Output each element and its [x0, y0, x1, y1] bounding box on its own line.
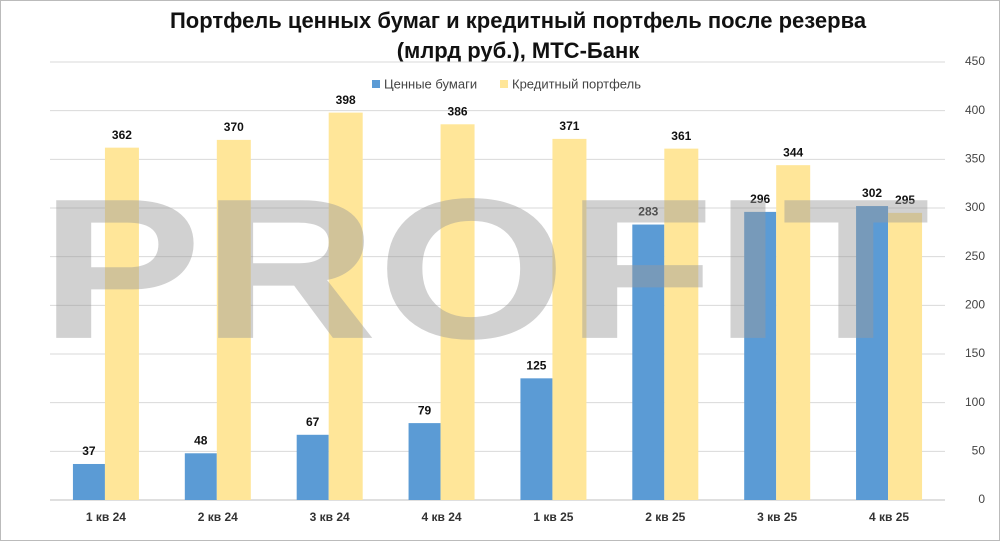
value-label: 283 [638, 205, 658, 219]
x-tick-label: 4 кв 25 [869, 510, 909, 524]
value-label: 37 [82, 444, 96, 458]
value-label: 296 [750, 192, 770, 206]
bar [408, 423, 441, 500]
value-label: 371 [559, 119, 579, 133]
value-label: 386 [448, 104, 468, 118]
legend-label: Ценные бумаги [384, 76, 477, 91]
bar [328, 112, 363, 500]
x-tick-label: 4 кв 24 [422, 510, 462, 524]
bar [776, 165, 811, 500]
chart-title: (млрд руб.), МТС-Банк [397, 38, 640, 63]
y-tick-label: 0 [978, 492, 985, 506]
legend-label: Кредитный портфель [512, 76, 641, 91]
y-tick-label: 400 [965, 103, 985, 117]
bar [664, 148, 699, 501]
value-label: 79 [418, 403, 432, 417]
y-tick-label: 100 [965, 395, 985, 409]
x-tick-label: 3 кв 24 [310, 510, 350, 524]
y-tick-label: 250 [965, 249, 985, 263]
x-tick-label: 3 кв 25 [757, 510, 797, 524]
bar [72, 463, 105, 500]
y-tick-label: 350 [965, 152, 985, 166]
bar [296, 434, 329, 500]
bar [184, 453, 217, 500]
value-label: 362 [112, 128, 132, 142]
value-label: 125 [526, 359, 546, 373]
y-tick-label: 150 [965, 346, 985, 360]
value-label: 67 [306, 415, 320, 429]
bar [552, 138, 587, 501]
value-label: 344 [783, 145, 803, 159]
watermark: PROFIT [40, 158, 930, 381]
bar [632, 224, 665, 500]
x-tick-label: 2 кв 25 [645, 510, 685, 524]
y-tick-label: 50 [972, 444, 986, 458]
y-tick-label: 300 [965, 200, 985, 214]
value-label: 361 [671, 129, 691, 143]
value-label: 398 [336, 93, 356, 107]
value-label: 370 [224, 120, 244, 134]
legend-swatch [500, 80, 508, 88]
x-tick-label: 2 кв 24 [198, 510, 238, 524]
y-tick-label: 200 [965, 298, 985, 312]
legend-swatch [372, 80, 380, 88]
bar [744, 211, 777, 501]
value-label: 302 [862, 186, 882, 200]
bar [520, 378, 553, 500]
value-label: 295 [895, 193, 915, 207]
bar [440, 124, 475, 500]
x-tick-label: 1 кв 24 [86, 510, 126, 524]
bar [856, 206, 889, 500]
chart-title: Портфель ценных бумаг и кредитный портфе… [170, 8, 867, 33]
x-tick-label: 1 кв 25 [533, 510, 573, 524]
value-label: 48 [194, 433, 208, 447]
y-tick-label: 450 [965, 54, 985, 68]
bar [888, 212, 923, 500]
bar [216, 139, 251, 500]
bar [104, 147, 139, 501]
